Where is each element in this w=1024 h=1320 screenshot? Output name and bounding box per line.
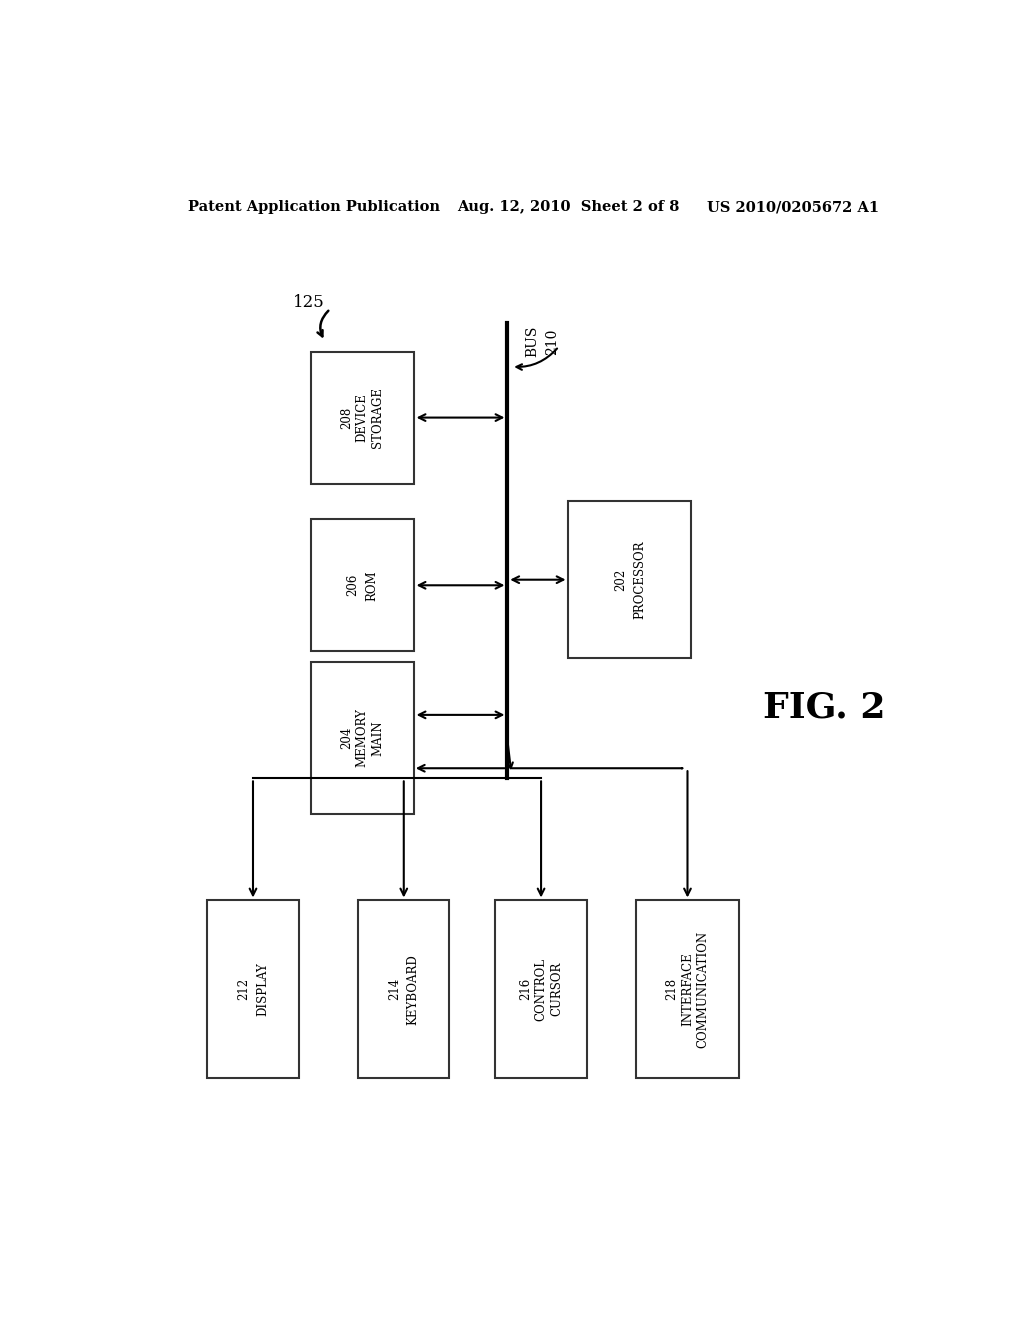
Text: CURSOR: CURSOR bbox=[551, 962, 563, 1016]
Text: Aug. 12, 2010  Sheet 2 of 8: Aug. 12, 2010 Sheet 2 of 8 bbox=[458, 201, 680, 214]
Text: FIG. 2: FIG. 2 bbox=[763, 690, 886, 725]
Text: 218: 218 bbox=[666, 978, 678, 1001]
FancyBboxPatch shape bbox=[358, 900, 450, 1078]
Text: ROM: ROM bbox=[366, 570, 378, 601]
FancyBboxPatch shape bbox=[496, 900, 587, 1078]
Text: INTERFACE: INTERFACE bbox=[681, 953, 694, 1026]
FancyBboxPatch shape bbox=[636, 900, 739, 1078]
Text: MAIN: MAIN bbox=[372, 719, 384, 755]
Text: 210: 210 bbox=[546, 329, 559, 355]
Text: US 2010/0205672 A1: US 2010/0205672 A1 bbox=[708, 201, 880, 214]
FancyBboxPatch shape bbox=[568, 500, 691, 659]
Text: MEMORY: MEMORY bbox=[355, 709, 369, 767]
Text: CONTROL: CONTROL bbox=[535, 958, 548, 1020]
FancyBboxPatch shape bbox=[207, 900, 299, 1078]
FancyBboxPatch shape bbox=[310, 351, 414, 483]
Text: PROCESSOR: PROCESSOR bbox=[633, 540, 646, 619]
Text: 208: 208 bbox=[340, 407, 352, 429]
FancyBboxPatch shape bbox=[310, 519, 414, 651]
Text: COMMUNICATION: COMMUNICATION bbox=[697, 931, 710, 1048]
Text: 206: 206 bbox=[346, 574, 359, 597]
Text: 204: 204 bbox=[340, 726, 352, 748]
Text: 212: 212 bbox=[237, 978, 250, 1001]
FancyBboxPatch shape bbox=[310, 661, 414, 814]
Text: 202: 202 bbox=[614, 569, 627, 591]
Text: DEVICE: DEVICE bbox=[355, 393, 369, 442]
Text: 216: 216 bbox=[519, 978, 531, 1001]
Text: BUS: BUS bbox=[524, 326, 539, 356]
Text: DISPLAY: DISPLAY bbox=[256, 962, 269, 1016]
Text: KEYBOARD: KEYBOARD bbox=[407, 954, 420, 1024]
Text: Patent Application Publication: Patent Application Publication bbox=[187, 201, 439, 214]
Text: 214: 214 bbox=[388, 978, 400, 1001]
Text: 125: 125 bbox=[293, 294, 325, 312]
Text: STORAGE: STORAGE bbox=[372, 387, 384, 447]
